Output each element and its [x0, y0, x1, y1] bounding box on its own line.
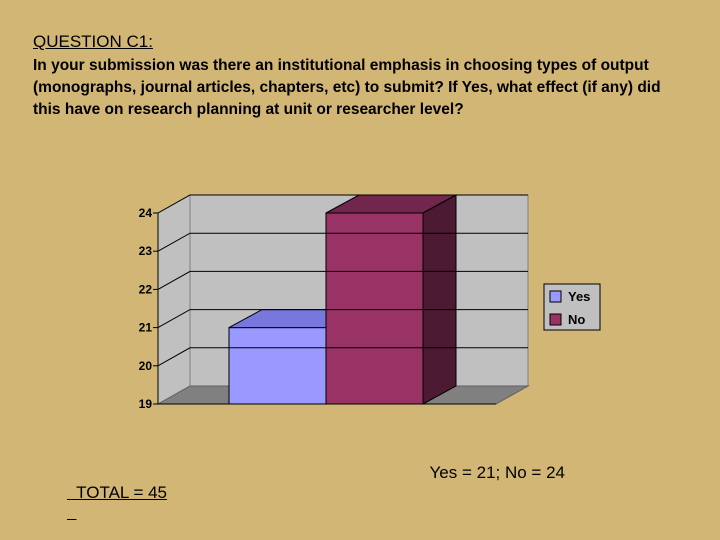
y-tick-label-20: 20 — [139, 359, 153, 373]
gridline-24 — [157, 194, 528, 214]
gridline-21 — [157, 309, 528, 329]
chart-tick-labels: 19 20 21 22 23 24 — [139, 194, 528, 411]
bar-yes — [228, 327, 327, 405]
totals-line: TOTAL = 45 Yes = 21; No = 24 — [67, 463, 565, 523]
gridline-23 — [157, 232, 528, 252]
y-tick-label-22: 22 — [139, 282, 153, 296]
breakdown-label: Yes = 21; No = 24 — [429, 463, 565, 482]
bar-no — [325, 212, 424, 405]
legend-label-no: No — [568, 312, 585, 327]
gridline-20 — [157, 347, 528, 367]
question-title: QUESTION C1: — [33, 32, 153, 51]
y-tick-label-24: 24 — [139, 206, 153, 220]
gridline-22 — [157, 270, 528, 290]
legend-swatch-yes — [549, 290, 562, 303]
legend-label-yes: Yes — [568, 289, 590, 304]
chart-bars — [228, 194, 457, 405]
legend-swatch-no — [549, 313, 562, 326]
y-tick-label-21: 21 — [139, 321, 153, 335]
question-text: In your submission was there an institut… — [33, 57, 661, 118]
chart-legend: Yes No — [543, 283, 601, 331]
side-wall — [157, 194, 191, 405]
y-tick-label-23: 23 — [139, 244, 153, 258]
bar-side-no — [422, 194, 457, 405]
total-label: TOTAL = 45 — [76, 483, 168, 502]
y-tick-label-19: 19 — [139, 397, 153, 411]
